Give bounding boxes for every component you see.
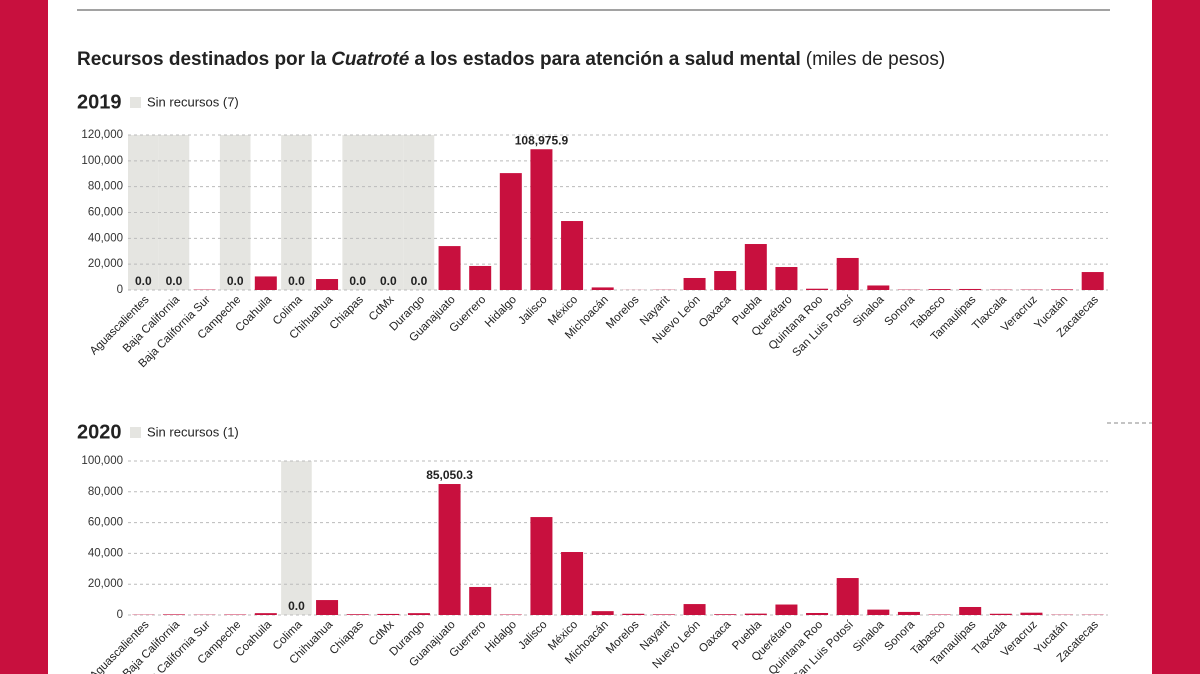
title-lead: Recursos destinados por la	[77, 49, 327, 70]
x-tick-label: Chiapas	[328, 619, 366, 657]
bar	[530, 517, 553, 615]
bar	[346, 614, 369, 615]
y-tick-label: 80,000	[88, 181, 123, 193]
title-unit: (miles de pesos)	[806, 49, 945, 70]
bar	[806, 612, 829, 615]
x-tick-label: Morelos	[604, 619, 642, 657]
x-tick-label: Hidalgo	[483, 619, 519, 655]
bar	[714, 614, 737, 615]
bar	[469, 586, 492, 615]
bar	[1051, 289, 1074, 290]
bar	[867, 285, 890, 290]
y-tick-label: 100,000	[81, 455, 123, 467]
bar	[469, 265, 492, 290]
bar	[775, 267, 798, 290]
bar	[867, 609, 890, 615]
bar	[897, 611, 920, 615]
legend-swatch	[130, 97, 141, 108]
value-label: 0.0	[288, 599, 305, 613]
bar	[744, 244, 767, 290]
bar	[622, 613, 645, 615]
no-resources-band	[281, 461, 312, 615]
bar	[438, 484, 461, 615]
y-tick-label: 120,000	[81, 129, 123, 141]
y-tick-label: 60,000	[88, 517, 123, 529]
bar	[683, 277, 706, 290]
bar	[561, 552, 584, 615]
y-tick-label: 100,000	[81, 155, 123, 167]
bar	[836, 578, 859, 615]
legend-label: Sin recursos (1)	[147, 424, 239, 439]
value-label: 108,975.9	[515, 133, 569, 147]
bar	[407, 613, 430, 615]
x-tick-label: Morelos	[604, 294, 642, 332]
right-border	[1152, 0, 1200, 674]
legend-swatch	[130, 427, 141, 438]
chart-title: 2019	[77, 91, 122, 113]
value-label: 0.0	[349, 274, 366, 288]
bar	[928, 289, 951, 290]
bar	[377, 613, 400, 615]
y-tick-label: 40,000	[88, 547, 123, 559]
title-tail: a los estados para atención a salud ment…	[414, 49, 800, 70]
title: Recursos destinados por la Cuatroté a los …	[77, 49, 945, 70]
bar	[959, 606, 982, 615]
bar	[254, 276, 277, 290]
bar	[806, 288, 829, 290]
chart-title: 2020	[77, 421, 122, 443]
bar	[714, 271, 737, 290]
y-tick-label: 60,000	[88, 207, 123, 219]
value-label: 0.0	[380, 274, 397, 288]
bar	[1020, 612, 1043, 615]
x-tick-label: Quintana Roo	[767, 294, 826, 353]
bar	[775, 604, 798, 615]
value-label: 0.0	[411, 274, 428, 288]
title-emphasis: Cuatroté	[331, 49, 410, 70]
legend-label: Sin recursos (7)	[147, 94, 239, 109]
bar	[530, 149, 553, 290]
value-label: 0.0	[227, 274, 244, 288]
bar	[162, 614, 185, 615]
value-label: 0.0	[288, 274, 305, 288]
bar	[959, 288, 982, 290]
x-tick-label: Hidalgo	[483, 294, 519, 330]
left-border	[0, 0, 48, 674]
y-tick-label: 20,000	[88, 578, 123, 590]
y-tick-label: 40,000	[88, 232, 123, 244]
x-tick-label: Sinaloa	[851, 293, 887, 329]
y-tick-label: 20,000	[88, 258, 123, 270]
bar	[254, 613, 277, 615]
bar	[316, 279, 339, 290]
y-tick-label: 0	[117, 609, 123, 621]
x-tick-label: Oaxaca	[697, 293, 734, 330]
bar	[683, 604, 706, 615]
y-tick-label: 80,000	[88, 486, 123, 498]
x-tick-label: Jalisco	[516, 619, 549, 652]
bar	[989, 613, 1012, 615]
x-tick-label: Chiapas	[328, 294, 366, 332]
bar	[652, 614, 675, 615]
bar	[561, 221, 584, 290]
bar	[744, 613, 767, 615]
x-tick-label: Sinaloa	[851, 618, 887, 654]
bar	[591, 287, 614, 290]
value-label: 0.0	[135, 274, 152, 288]
y-tick-label: 0	[117, 284, 123, 296]
bar	[836, 257, 859, 290]
bar	[438, 246, 461, 290]
value-label: 85,050.3	[426, 468, 473, 482]
bar	[591, 611, 614, 615]
value-label: 0.0	[166, 274, 183, 288]
bar	[1081, 272, 1104, 290]
x-tick-label: Jalisco	[516, 294, 549, 327]
x-tick-label: Oaxaca	[697, 618, 734, 655]
bar	[499, 173, 522, 290]
bar	[316, 600, 339, 615]
